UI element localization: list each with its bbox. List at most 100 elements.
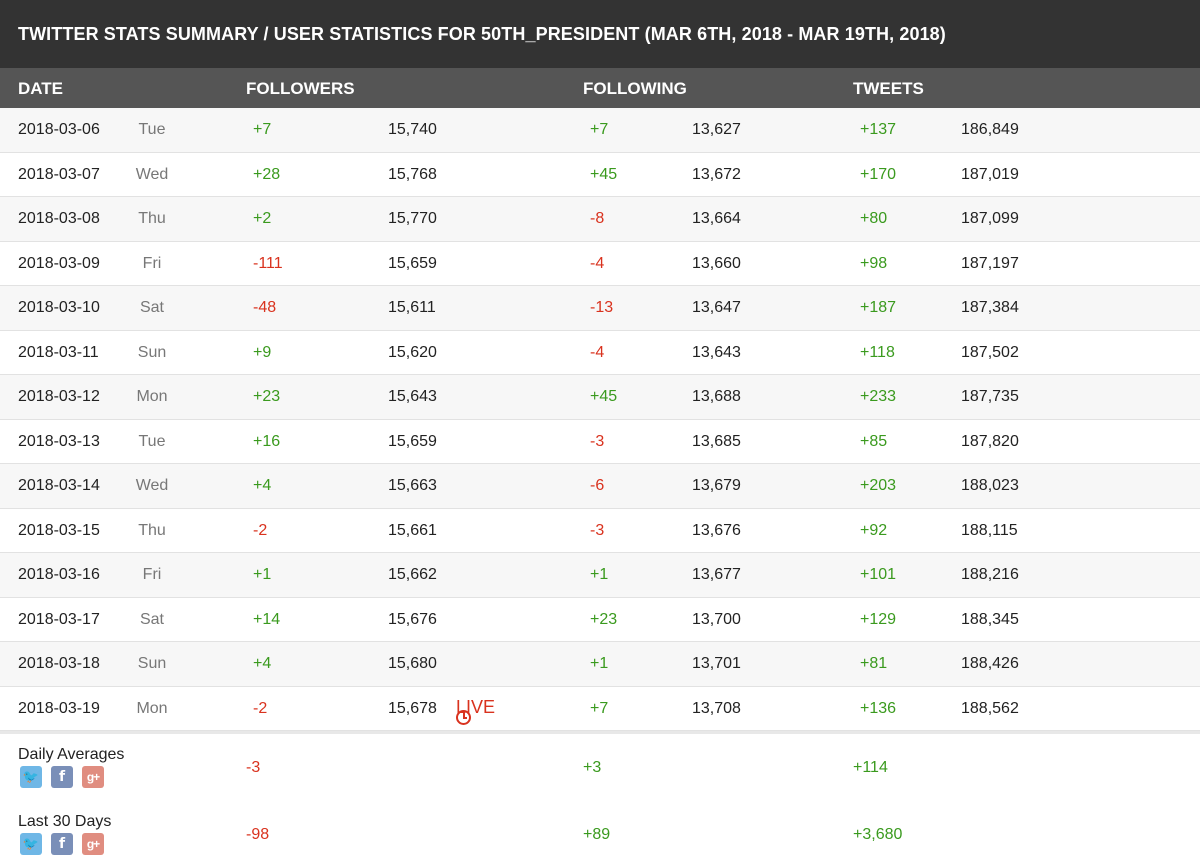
following-delta-cell: +1 (590, 566, 609, 583)
date-cell: 2018-03-14 (18, 477, 100, 494)
table-row: 2018-03-08 Thu +2 15,770 -8 13,664 +80 187,099 (0, 197, 1200, 242)
following-delta-cell: +7 (590, 699, 609, 717)
date-cell: 2018-03-11 (18, 343, 99, 361)
table-row: 2018-03-07 Wed +28 15,768 +45 13,672 +170 187,0… (0, 152, 1200, 197)
date-cell: 2018-03-16 (18, 566, 100, 583)
following-delta-cell: +23 (590, 610, 618, 628)
twitter-share-icon[interactable]: 🐦 (20, 833, 42, 855)
table-row: 2018-03-16 Fri +1 15,662 +1 13,677 +101 188,216 (0, 553, 1200, 598)
tweets-delta-cell: +101 (860, 566, 897, 583)
tweets-cell: 187,735 (961, 388, 1019, 405)
day-cell: Thu (138, 521, 166, 539)
table-row: 2018-03-10 Sat -48 15,611 -13 13,647 +187 187,3… (0, 286, 1200, 331)
followers-cell: 15,611 (388, 299, 436, 316)
followers-delta-cell: -111 (253, 254, 283, 272)
summary-following: +89 (583, 826, 611, 843)
followers-cell: 15,676 (388, 610, 437, 628)
followers-delta-cell: -2 (253, 521, 268, 539)
followers-cell: 15,643 (388, 388, 437, 405)
tweets-delta-cell: +203 (860, 477, 897, 494)
day-cell: Mon (136, 388, 168, 405)
day-cell: Sun (137, 655, 167, 672)
date-cell: 2018-03-08 (18, 210, 100, 227)
table-row: 2018-03-14 Wed +4 15,663 -6 13,679 +203 188,023 (0, 464, 1200, 509)
following-cell: 13,677 (692, 566, 741, 583)
date-cell: 2018-03-13 (18, 432, 100, 450)
followers-cell: 15,678 (388, 699, 437, 717)
date-cell: 2018-03-12 (18, 388, 100, 405)
summary-label: Daily Averages (18, 746, 125, 763)
google-plus-share-icon[interactable]: g+ (82, 833, 104, 855)
date-cell: 2018-03-17 (18, 610, 100, 628)
share-icons: 🐦 f g+ (20, 766, 104, 788)
followers-delta-cell: -48 (253, 299, 277, 316)
summary-followers: -98 (246, 826, 270, 843)
day-cell: Sat (139, 299, 164, 316)
google-plus-share-icon[interactable]: g+ (82, 766, 104, 788)
tweets-delta-cell: +81 (860, 655, 888, 672)
tweets-delta-cell: +187 (860, 299, 897, 316)
followers-delta-cell: +16 (253, 432, 281, 450)
facebook-share-icon[interactable]: f (51, 833, 73, 855)
table-row: 2018-03-12 Mon +23 15,643 +45 13,688 +233 187,7… (0, 375, 1200, 420)
followers-delta-cell: +28 (253, 165, 281, 183)
following-cell: 13,664 (692, 210, 741, 227)
summary-tweets: +114 (853, 759, 888, 776)
table-row: 2018-03-15 Thu -2 15,661 -3 13,676 +92 188,115 (0, 508, 1200, 553)
tweets-delta-cell: +137 (860, 121, 897, 138)
tweets-delta-cell: +85 (860, 432, 888, 450)
day-cell: Thu (138, 210, 166, 227)
tweets-cell: 188,115 (961, 521, 1018, 539)
following-cell: 13,701 (692, 655, 741, 672)
followers-delta-cell: +2 (253, 210, 272, 227)
date-cell: 2018-03-09 (18, 254, 100, 272)
tweets-delta-cell: +129 (860, 610, 897, 628)
share-icons: 🐦 f g+ (20, 833, 104, 855)
followers-delta-cell: +1 (253, 566, 272, 583)
twitter-share-icon[interactable]: 🐦 (20, 766, 42, 788)
day-cell: Fri (142, 566, 162, 583)
day-cell: Sun (137, 343, 167, 361)
followers-delta-cell: -2 (253, 699, 268, 717)
followers-cell: 15,663 (388, 477, 437, 494)
tweets-cell: 187,384 (961, 299, 1019, 316)
live-indicator[interactable]: LIVE (456, 697, 495, 725)
tweets-cell: 188,023 (961, 477, 1019, 494)
clock-icon (456, 709, 471, 725)
tweets-cell: 187,502 (961, 343, 1019, 361)
tweets-delta-cell: +98 (860, 254, 888, 272)
day-cell: Tue (138, 121, 166, 138)
following-cell: 13,660 (692, 254, 741, 272)
tweets-cell: 187,019 (961, 165, 1019, 183)
followers-cell: 15,768 (388, 165, 437, 183)
summary-row: Last 30 Days 🐦 f g+ -98 +89 +3,680 (0, 801, 1200, 863)
following-cell: 13,627 (692, 121, 741, 138)
following-cell: 13,679 (692, 477, 741, 494)
following-delta-cell: +45 (590, 388, 618, 405)
following-cell: 13,700 (692, 610, 741, 628)
facebook-share-icon[interactable]: f (51, 766, 73, 788)
table-row: 2018-03-11 Sun +9 15,620 -4 13,643 +118 187,502 (0, 330, 1200, 375)
following-cell: 13,708 (692, 699, 741, 717)
following-cell: 13,676 (692, 521, 741, 539)
followers-cell: 15,659 (388, 432, 437, 450)
following-delta-cell: +7 (590, 121, 609, 138)
summary-divider (0, 731, 1200, 734)
followers-delta-cell: +4 (253, 655, 272, 672)
tweets-delta-cell: +80 (860, 210, 888, 227)
tweets-cell: 188,345 (961, 610, 1019, 628)
date-cell: 2018-03-10 (18, 299, 100, 316)
followers-cell: 15,620 (388, 343, 437, 361)
following-delta-cell: -8 (590, 210, 605, 227)
tweets-cell: 187,820 (961, 432, 1019, 450)
following-delta-cell: -13 (590, 299, 614, 316)
followers-delta-cell: +4 (253, 477, 272, 494)
stats-table-body: 2018-03-06 Tue +7 15,740 +7 13,627 +137 186,849… (0, 108, 1200, 731)
page-title: TWITTER STATS SUMMARY / USER STATISTICS … (18, 23, 946, 44)
date-cell: 2018-03-06 (18, 121, 100, 138)
page-title-bar: TWITTER STATS SUMMARY / USER STATISTICS … (0, 0, 1200, 68)
followers-cell: 15,661 (388, 521, 437, 539)
header-following: FOLLOWING (583, 79, 687, 98)
following-cell: 13,685 (692, 432, 741, 450)
tweets-cell: 188,426 (961, 655, 1019, 672)
